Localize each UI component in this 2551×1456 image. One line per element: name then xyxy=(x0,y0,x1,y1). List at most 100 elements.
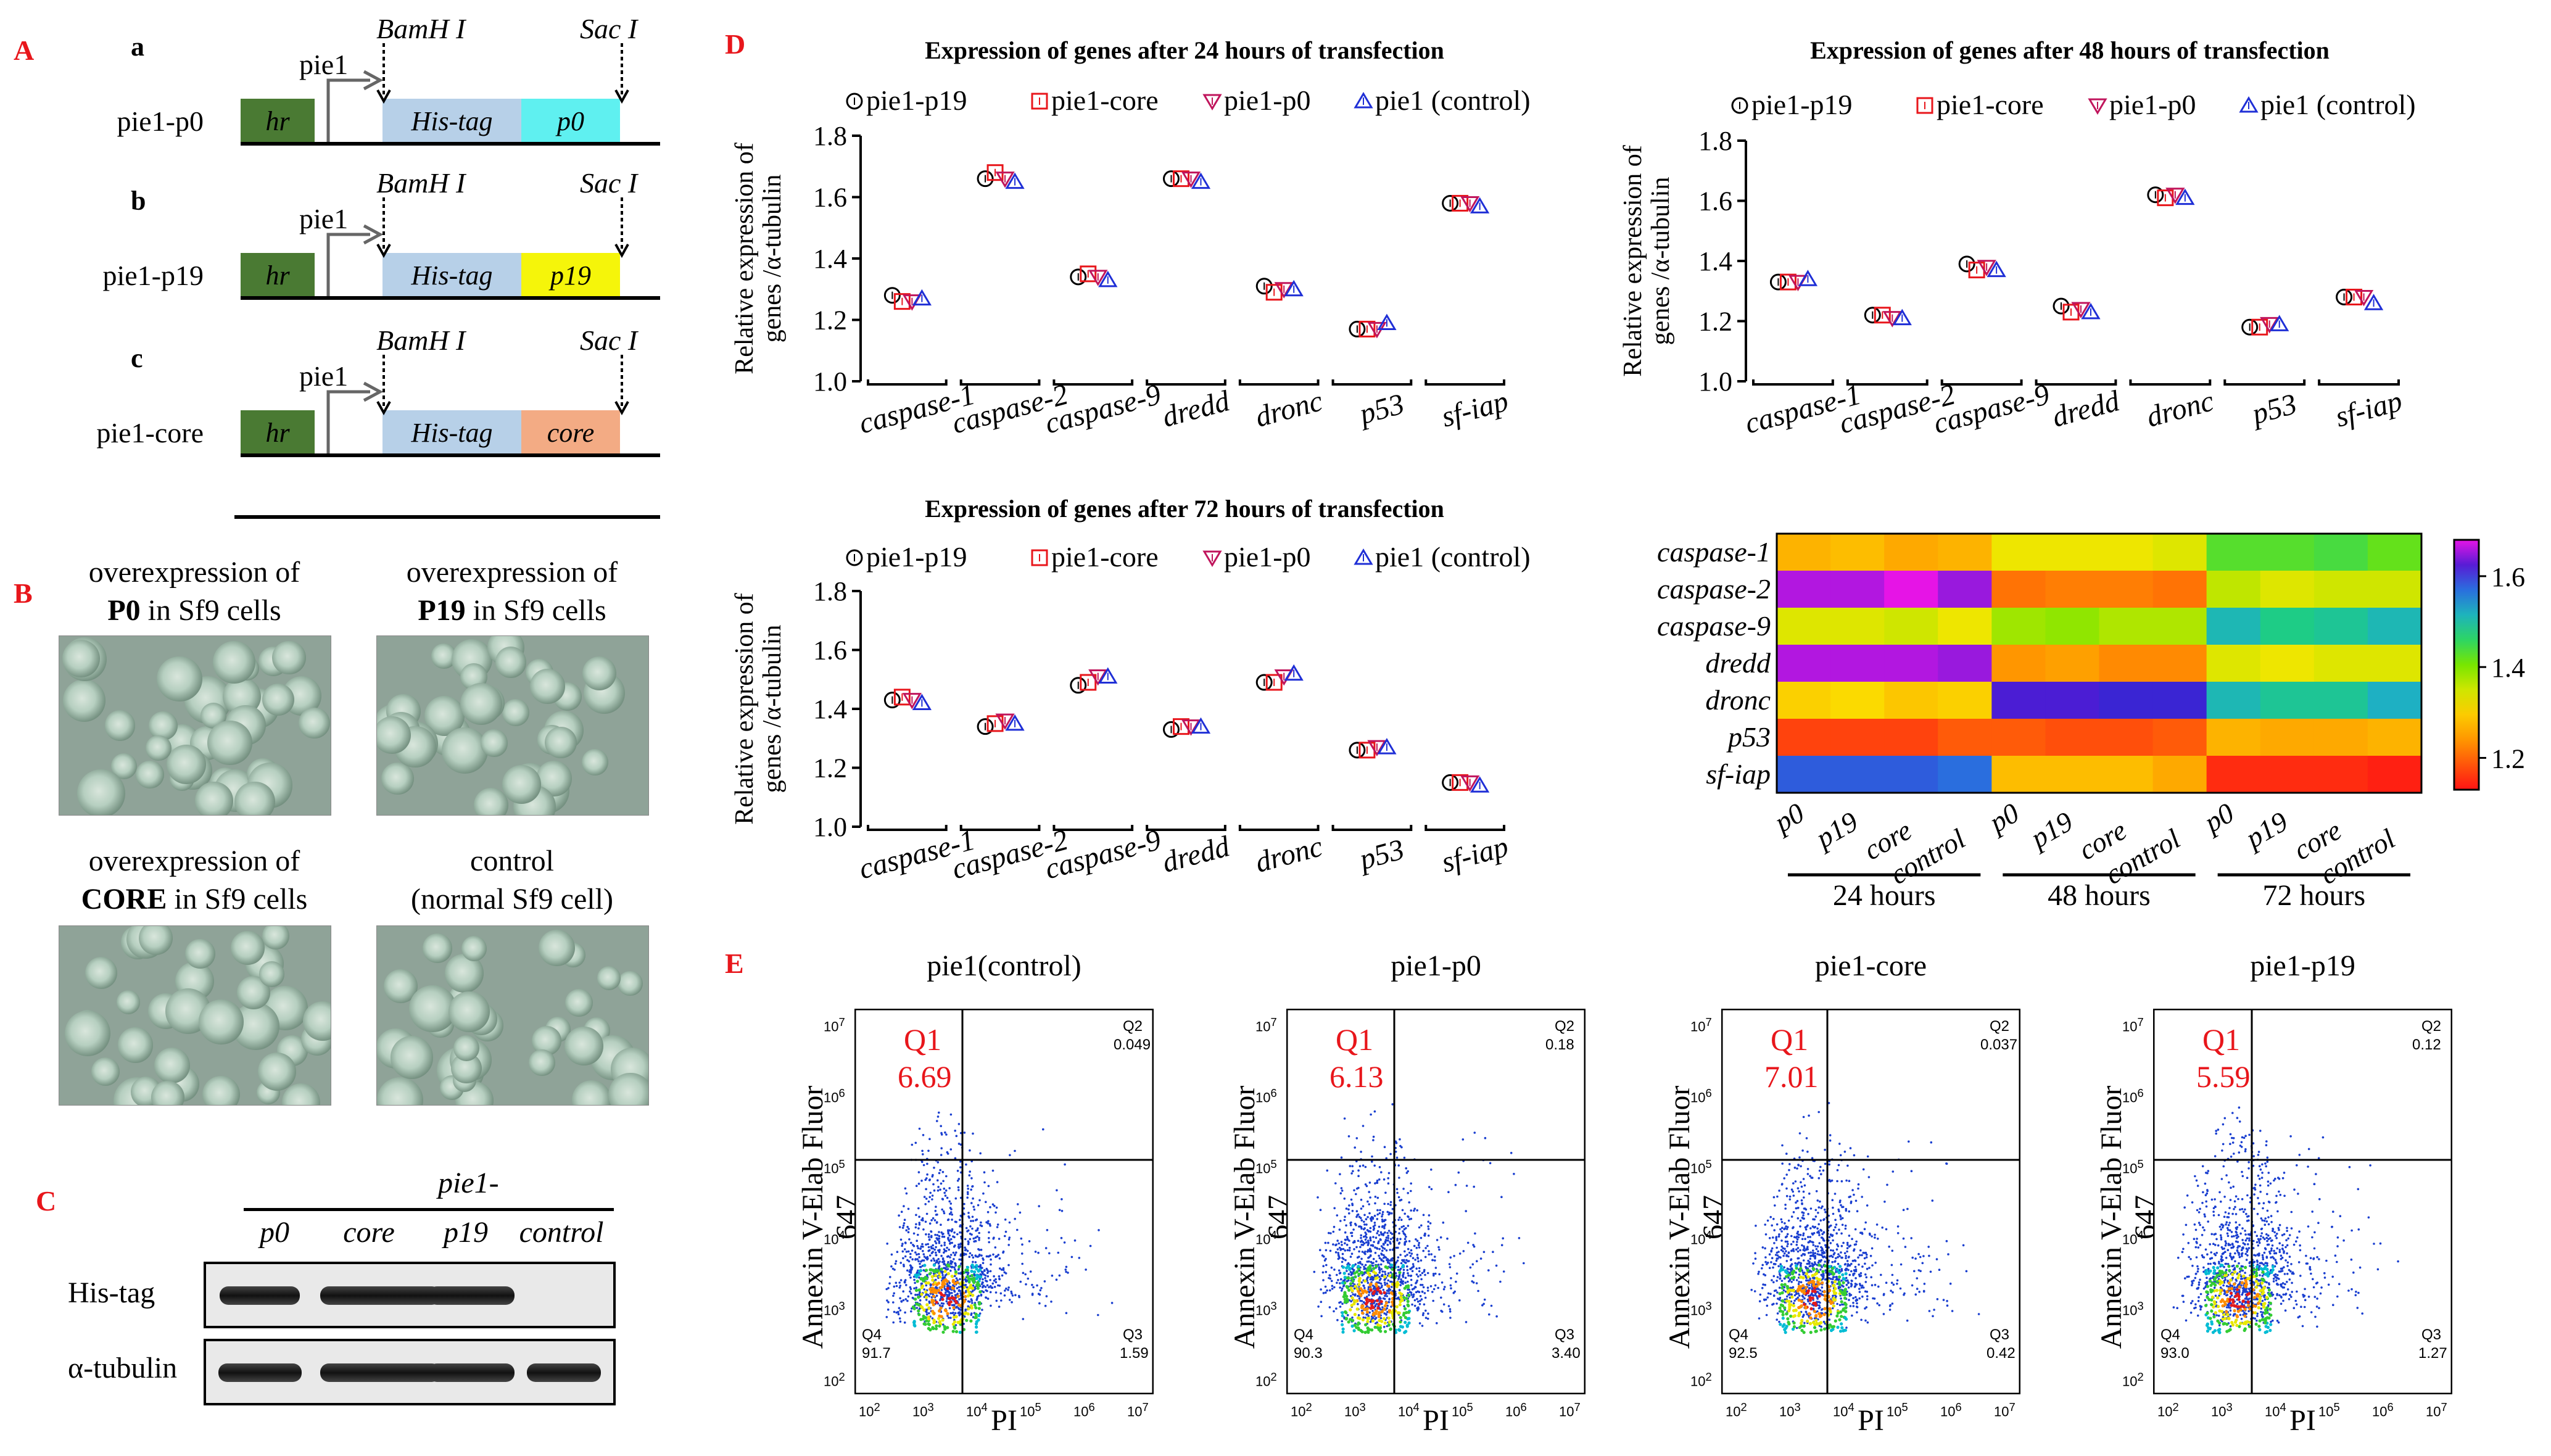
marker-triangle-down xyxy=(2354,290,2374,307)
heatmap-cell xyxy=(2260,756,2315,793)
cell xyxy=(495,647,526,678)
flow-y-tick: 102 xyxy=(1255,1370,1277,1389)
cell xyxy=(151,1080,184,1105)
marker-triangle-down xyxy=(1088,669,1108,686)
heatmap-cell xyxy=(1777,645,1831,682)
flow-x-tick: 104 xyxy=(2265,1400,2286,1420)
category-bracket xyxy=(1052,379,1134,386)
quadrant-q2-value: 0.037 xyxy=(1980,1036,2018,1053)
micrograph-caption: overexpression of xyxy=(406,556,618,589)
cell xyxy=(597,966,621,990)
category-bracket xyxy=(959,825,1041,831)
heatmap-col-label: p19 xyxy=(2024,805,2078,854)
legend-label: pie1-p0 xyxy=(2109,89,2196,120)
category-label: dronc xyxy=(2143,384,2217,434)
heatmap-cell xyxy=(1938,608,1992,645)
panel-label-e: E xyxy=(725,948,744,979)
y-tick-label: 1.2 xyxy=(1698,307,1732,337)
marker-square xyxy=(1080,674,1097,691)
y-tick-label: 1.6 xyxy=(813,635,847,666)
legend-label: pie1-p19 xyxy=(866,85,967,116)
construct-letter: a xyxy=(131,31,144,62)
flow-x-label: PI xyxy=(1423,1404,1449,1437)
promoter-arrow-icon xyxy=(326,224,384,296)
site-saci: Sac I xyxy=(580,167,638,199)
flow-scatter-plot xyxy=(1721,1009,2020,1394)
cell xyxy=(195,782,233,815)
quadrant-q2-value: 0.18 xyxy=(1545,1036,1574,1053)
marker-triangle-down xyxy=(1274,282,1294,299)
heatmap-row-label: caspase-1 xyxy=(1657,536,1771,568)
heatmap-cell xyxy=(1830,645,1885,682)
heatmap-col-label: p19 xyxy=(2239,805,2293,854)
cell xyxy=(460,683,503,726)
micrograph-caption: P19 in Sf9 cells xyxy=(418,594,606,627)
hr-element: hr xyxy=(241,253,315,297)
cell xyxy=(231,931,265,966)
cell xyxy=(199,999,244,1044)
heatmap-cell xyxy=(2099,756,2154,793)
heatmap-cell xyxy=(1884,571,1938,608)
cell xyxy=(185,938,216,969)
flow-y-label: Annexin V-Elab Fluor 647 xyxy=(796,1085,863,1349)
quadrant-q2-label: Q2 xyxy=(1990,1018,2010,1035)
category-bracket xyxy=(2035,379,2117,386)
marker-circle xyxy=(1349,742,1366,759)
construct-baseline xyxy=(241,142,660,146)
cell xyxy=(146,735,172,761)
marker-square xyxy=(1265,674,1283,691)
flow-x-tick: 103 xyxy=(1779,1400,1801,1420)
wb-lane-label: control xyxy=(519,1216,604,1249)
marker-triangle-down xyxy=(995,713,1015,730)
flow-y-label: Annexin V-Elab Fluor 647 xyxy=(2095,1085,2162,1349)
category-label: p53 xyxy=(1354,833,1407,877)
marker-triangle-up xyxy=(2081,302,2101,320)
marker-circle xyxy=(1864,307,1881,324)
marker-triangle-down xyxy=(995,172,1015,188)
category-label: dredd xyxy=(1159,384,1233,434)
quadrant-q3-label: Q3 xyxy=(1990,1326,2010,1343)
colorbar-tick-label: 1.2 xyxy=(2491,743,2525,774)
cell xyxy=(581,748,608,776)
flow-y-tick: 107 xyxy=(824,1015,845,1035)
quadrant-q4-value: 92.5 xyxy=(1729,1345,1758,1362)
quadrant-q4-label: Q4 xyxy=(862,1326,882,1343)
marker-triangle-up xyxy=(2239,96,2259,113)
flow-x-label: PI xyxy=(1858,1404,1884,1437)
micrograph-caption: overexpression of xyxy=(88,845,300,877)
category-bracket xyxy=(1424,379,1505,386)
colorbar xyxy=(2453,539,2480,791)
quadrant-q3-value: 1.27 xyxy=(2418,1345,2447,1362)
wb-group-label: pie1- xyxy=(438,1167,499,1199)
cell xyxy=(390,1036,434,1079)
marker-triangle-up xyxy=(1191,717,1211,734)
flow-plot-title: pie1-p0 xyxy=(1391,949,1481,982)
heatmap-cell xyxy=(1884,719,1938,756)
wb-row-label: His-tag xyxy=(68,1276,155,1309)
cell xyxy=(528,1049,555,1077)
panel-a-separator xyxy=(234,515,660,519)
quadrant-q3-value: 1.59 xyxy=(1120,1345,1149,1362)
flow-x-tick: 105 xyxy=(2318,1400,2340,1420)
y-tick-label: 1.8 xyxy=(813,576,847,606)
category-bracket xyxy=(1331,379,1413,386)
heatmap-cell xyxy=(1777,719,1831,756)
his-tag-element: His-tag xyxy=(382,253,521,297)
site-bamhi: BamH I xyxy=(376,167,466,199)
heatmap-group-label: 48 hours xyxy=(2048,879,2151,912)
heatmap-col-label: p0 xyxy=(2197,796,2239,839)
marker-triangle-down xyxy=(1977,260,1996,276)
heatmap-cell xyxy=(2045,608,2099,645)
marker-square xyxy=(2346,289,2363,305)
quadrant-q2-value: 0.049 xyxy=(1114,1036,1151,1053)
marker-triangle-down xyxy=(1181,719,1201,736)
marker-circle xyxy=(1769,273,1787,291)
marker-circle xyxy=(2336,289,2353,305)
heatmap-cell xyxy=(2260,571,2315,608)
wb-tubulin-blot xyxy=(204,1339,616,1405)
heatmap-cell xyxy=(2260,719,2315,756)
cell xyxy=(207,721,252,766)
quadrant-q2-label: Q2 xyxy=(1555,1018,1575,1035)
marker-triangle-down xyxy=(1088,270,1108,286)
